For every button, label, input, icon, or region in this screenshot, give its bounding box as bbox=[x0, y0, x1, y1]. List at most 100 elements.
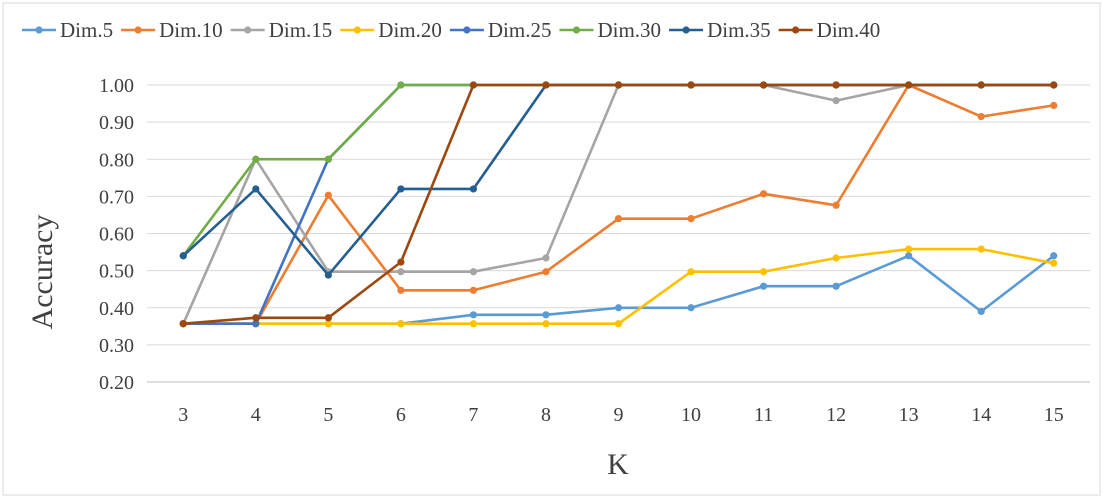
x-tick-label: 6 bbox=[396, 404, 406, 426]
data-point bbox=[832, 254, 840, 262]
data-point bbox=[324, 155, 332, 163]
data-point bbox=[542, 81, 550, 89]
x-tick-label: 3 bbox=[178, 404, 188, 426]
y-tick-label: 0.90 bbox=[99, 112, 134, 134]
data-point bbox=[1050, 252, 1058, 260]
y-tick-label: 0.30 bbox=[99, 335, 134, 357]
x-tick-label: 11 bbox=[754, 404, 773, 426]
data-point bbox=[759, 282, 768, 290]
data-point bbox=[469, 320, 478, 328]
data-point bbox=[614, 81, 623, 89]
data-point bbox=[1050, 81, 1058, 89]
data-point bbox=[977, 112, 985, 121]
data-point bbox=[324, 320, 332, 328]
data-point bbox=[542, 311, 550, 319]
legend-swatch-marker bbox=[792, 26, 800, 34]
legend-swatch-marker bbox=[572, 26, 581, 34]
legend-label: Dim.10 bbox=[159, 18, 223, 42]
data-point bbox=[542, 268, 550, 276]
x-tick-label: 8 bbox=[541, 404, 551, 426]
data-point bbox=[179, 320, 187, 328]
data-point bbox=[324, 271, 332, 279]
data-point bbox=[252, 320, 260, 328]
data-point bbox=[469, 268, 478, 276]
data-point bbox=[397, 286, 405, 294]
legend-swatch-marker bbox=[353, 26, 361, 34]
y-tick-label: 0.40 bbox=[99, 298, 134, 320]
data-point bbox=[397, 320, 405, 328]
data-point bbox=[324, 314, 332, 322]
data-point bbox=[1050, 101, 1058, 110]
legend-item: Dim.5 bbox=[22, 18, 113, 42]
legend-item: Dim.25 bbox=[449, 18, 552, 42]
data-point bbox=[252, 185, 260, 193]
series-dim-40 bbox=[179, 81, 1058, 328]
data-point bbox=[542, 320, 550, 328]
data-point bbox=[614, 320, 623, 328]
legend-swatch-marker bbox=[463, 26, 471, 34]
data-point bbox=[397, 185, 405, 193]
legend: Dim.5 Dim.10 Dim.15 Dim.20 Dim.25 Dim.30 Dim.3… bbox=[22, 18, 880, 42]
data-point bbox=[1050, 259, 1058, 267]
data-point bbox=[614, 304, 623, 312]
legend-swatch-marker bbox=[244, 26, 252, 34]
data-point bbox=[759, 268, 768, 276]
grid-lines bbox=[147, 84, 1090, 346]
legend-label: Dim.25 bbox=[488, 18, 552, 42]
legend-label: Dim.20 bbox=[378, 18, 442, 42]
y-tick-label: 1.00 bbox=[99, 75, 134, 97]
series-group bbox=[179, 81, 1058, 328]
legend-item: Dim.40 bbox=[778, 18, 881, 42]
y-tick-label: 0.80 bbox=[99, 149, 134, 171]
data-point bbox=[469, 185, 478, 193]
x-tick-label: 14 bbox=[971, 404, 991, 426]
y-tick-label: 0.50 bbox=[99, 261, 134, 283]
x-axis-title: K bbox=[607, 448, 629, 481]
y-tick-label: 0.60 bbox=[99, 224, 134, 246]
axes: 0.20 0.30 0.40 0.50 0.60 0.70 0.80 0.90 1.00 3 4 5 6… bbox=[99, 75, 1090, 426]
data-point bbox=[832, 81, 840, 89]
legend-swatch-marker bbox=[134, 26, 142, 34]
series-dim-20 bbox=[179, 245, 1058, 328]
data-point bbox=[977, 245, 985, 253]
data-point bbox=[542, 254, 550, 262]
data-point bbox=[687, 268, 695, 276]
data-point bbox=[252, 314, 260, 322]
data-point bbox=[905, 81, 913, 89]
legend-item: Dim.20 bbox=[340, 18, 442, 42]
data-point bbox=[469, 311, 478, 319]
data-point bbox=[687, 304, 695, 312]
data-point bbox=[252, 155, 260, 163]
legend-label: Dim.35 bbox=[707, 18, 771, 42]
x-tick-label: 10 bbox=[681, 404, 701, 426]
data-point bbox=[832, 96, 840, 105]
data-point bbox=[687, 81, 695, 89]
y-tick-label: 0.20 bbox=[99, 372, 134, 394]
data-point bbox=[614, 215, 623, 223]
data-point bbox=[759, 81, 768, 89]
legend-label: Dim.40 bbox=[817, 18, 881, 42]
data-point bbox=[759, 190, 768, 198]
data-point bbox=[179, 252, 187, 260]
x-tick-label: 12 bbox=[826, 404, 846, 426]
legend-swatch-marker bbox=[682, 26, 690, 34]
legend-item: Dim.30 bbox=[559, 18, 661, 42]
data-point bbox=[469, 286, 478, 294]
data-point bbox=[469, 81, 478, 89]
y-axis-title: Accuracy bbox=[26, 215, 59, 330]
data-point bbox=[397, 81, 405, 89]
legend-item: Dim.15 bbox=[230, 18, 332, 42]
x-tick-label: 4 bbox=[251, 404, 261, 426]
legend-label: Dim.5 bbox=[60, 18, 113, 42]
data-point bbox=[687, 215, 695, 223]
data-point bbox=[832, 282, 840, 290]
x-tick-label: 15 bbox=[1044, 404, 1064, 426]
x-tick-label: 5 bbox=[323, 404, 333, 426]
legend-item: Dim.10 bbox=[121, 18, 223, 42]
x-tick-label: 7 bbox=[468, 404, 478, 426]
data-point bbox=[397, 258, 405, 266]
data-point bbox=[324, 191, 332, 199]
x-tick-label: 9 bbox=[614, 404, 624, 426]
